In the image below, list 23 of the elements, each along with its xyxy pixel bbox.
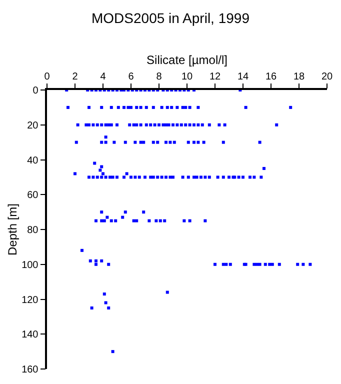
x-tick-label: 14 [237,71,249,82]
chart-title: MODS2005 in April, 1999 [92,10,250,26]
y-tick-label: 60 [27,190,39,202]
y-axis-title: Depth [m] [5,203,20,256]
y-tick-label: 120 [22,294,39,306]
y-tick-label: 100 [22,260,39,271]
x-tick-label: 16 [265,71,277,82]
x-tick-label: 6 [128,71,134,82]
x-tick-label: 18 [293,71,305,82]
y-tick-label: 80 [27,225,39,236]
x-tick-label: 12 [209,71,221,82]
x-tick-label: 0 [44,71,50,82]
x-tick-label: 2 [72,71,78,82]
x-tick-label: 10 [181,71,193,82]
x-axis-title: Silicate [µmol/l] [146,53,228,68]
y-tick-label: 0 [32,86,39,96]
y-tick-label: 140 [22,330,39,341]
y-tick-label: 20 [27,120,39,132]
x-tick-label: 20 [321,71,333,82]
x-tick-label: 8 [156,71,162,82]
x-tick-label: 4 [100,71,106,82]
y-tick-label: 160 [22,364,39,376]
y-tick-label: 40 [27,155,39,166]
